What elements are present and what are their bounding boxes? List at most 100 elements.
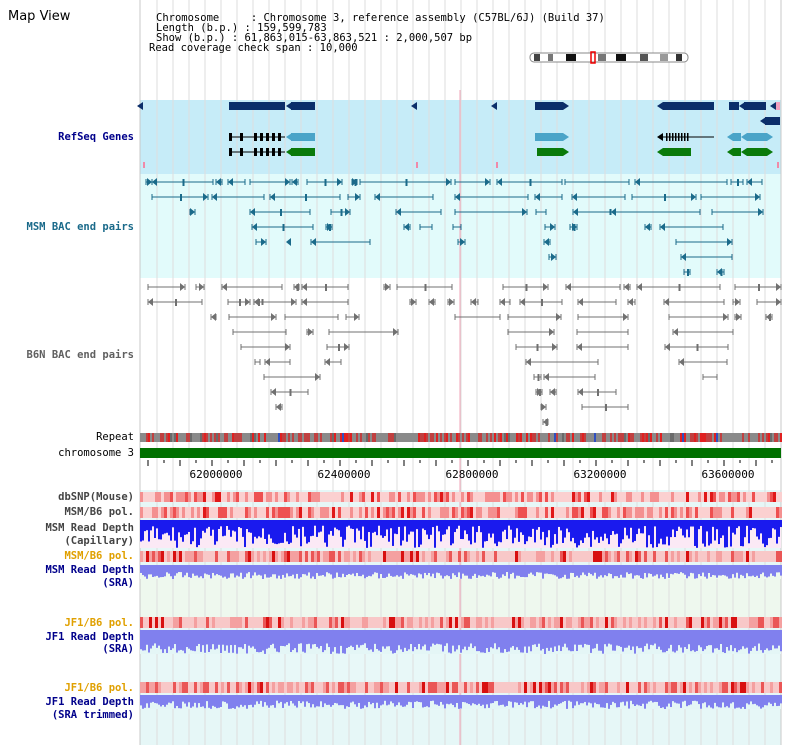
depth-bar xyxy=(532,565,534,575)
heat-cell xyxy=(188,682,191,693)
depth-bar xyxy=(472,630,474,649)
heat-cell xyxy=(620,617,623,628)
track-label-jf1-b6-pol[interactable]: JF1/B6 pol. xyxy=(64,617,134,629)
heat-cell xyxy=(356,617,359,628)
depth-bar xyxy=(326,695,328,705)
heat-cell xyxy=(419,551,422,562)
depth-bar xyxy=(408,630,410,650)
heat-cell xyxy=(734,617,737,628)
heat-cell xyxy=(521,682,524,693)
heat-cell xyxy=(359,682,362,693)
heat-cell xyxy=(293,617,296,628)
track-label-b6n-bac[interactable]: B6N BAC end pairs xyxy=(26,349,134,361)
heat-cell xyxy=(617,492,620,502)
depth-bar xyxy=(352,695,354,702)
heat-cell xyxy=(365,507,368,518)
heat-cell xyxy=(188,507,191,518)
depth-bar xyxy=(384,565,386,578)
heat-cell xyxy=(296,551,299,562)
heat-cell xyxy=(146,492,149,502)
depth-bar xyxy=(738,565,740,579)
depth-bar xyxy=(232,695,234,709)
track-label-dbsnp[interactable]: dbSNP(Mouse) xyxy=(58,491,134,503)
heat-cell xyxy=(755,617,758,628)
heat-cell xyxy=(710,682,713,693)
depth-bar xyxy=(314,565,316,579)
repeat-segment xyxy=(478,433,480,442)
depth-bar xyxy=(424,520,426,531)
depth-bar xyxy=(616,565,618,577)
depth-bar xyxy=(538,520,540,528)
depth-bar xyxy=(380,695,382,706)
repeat-segment xyxy=(170,433,172,442)
bac-end-arrow xyxy=(271,313,276,321)
track-label-msm-b6-pol[interactable]: MSM/B6 pol. xyxy=(64,506,134,518)
depth-bar xyxy=(258,630,260,653)
depth-bar xyxy=(234,630,236,645)
depth-bar xyxy=(614,630,616,651)
heat-cell xyxy=(212,551,215,562)
repeat-segment xyxy=(768,433,770,442)
track-label-jf1-b6-pol-trimmed[interactable]: JF1/B6 pol. xyxy=(64,682,134,694)
depth-bar xyxy=(418,630,420,644)
repeat-segment xyxy=(238,433,240,442)
depth-bar xyxy=(514,695,516,703)
track-label-refseq[interactable]: RefSeq Genes xyxy=(58,131,134,143)
heat-cell xyxy=(398,492,401,502)
heat-cell xyxy=(734,551,737,562)
heat-cell xyxy=(275,492,278,502)
heat-cell xyxy=(704,507,707,518)
repeat-segment xyxy=(224,433,226,442)
heat-cell xyxy=(146,551,149,562)
depth-bar xyxy=(610,695,612,705)
depth-bar xyxy=(192,565,194,574)
heat-cell xyxy=(182,507,185,518)
track-label-msm-depth-capillary[interactable]: MSM Read Depth xyxy=(45,522,134,534)
depth-bar xyxy=(252,520,254,544)
bac-end-mark xyxy=(182,179,185,186)
heat-cell xyxy=(293,551,296,562)
track-label-msm-depth-sra[interactable]: MSM Read Depth xyxy=(45,564,134,576)
heat-cell xyxy=(431,507,434,518)
track-label-msm-b6-pol-sra[interactable]: MSM/B6 pol. xyxy=(64,550,134,562)
heat-cell xyxy=(377,682,380,693)
track-label-msm-bac[interactable]: MSM BAC end pairs xyxy=(26,221,134,233)
heat-cell xyxy=(776,551,779,562)
heat-cell xyxy=(296,492,299,502)
heat-cell xyxy=(572,507,575,518)
depth-bar xyxy=(392,520,394,546)
depth-bar xyxy=(220,520,222,527)
depth-bar xyxy=(712,695,714,709)
depth-bar xyxy=(198,520,200,546)
depth-bar xyxy=(572,630,574,652)
heat-cell xyxy=(140,507,143,518)
repeat-segment xyxy=(244,433,246,442)
bac-end-arrow xyxy=(611,208,616,216)
repeat-segment xyxy=(716,433,718,442)
heat-cell xyxy=(455,492,458,502)
bac-end-arrow xyxy=(302,283,307,291)
repeat-segment xyxy=(368,433,370,442)
depth-bar xyxy=(316,630,318,647)
depth-bar xyxy=(726,520,728,548)
heat-cell xyxy=(620,682,623,693)
depth-bar xyxy=(388,695,390,705)
depth-bar xyxy=(608,695,610,709)
track-label-jf1-depth-trimmed[interactable]: JF1 Read Depth xyxy=(45,696,134,708)
depth-bar xyxy=(516,520,518,529)
heat-cell xyxy=(680,507,683,518)
depth-bar xyxy=(388,565,390,574)
track-label-jf1-depth[interactable]: JF1 Read Depth xyxy=(45,631,134,643)
heat-cell xyxy=(644,551,647,562)
depth-bar xyxy=(444,520,446,535)
depth-bar xyxy=(768,630,770,651)
depth-bar xyxy=(626,520,628,536)
heat-cell xyxy=(422,507,425,518)
depth-bar xyxy=(768,565,770,577)
depth-bar xyxy=(194,520,196,528)
depth-bar xyxy=(774,695,776,703)
axis-tick-label: 62000000 xyxy=(190,468,243,481)
depth-bar xyxy=(200,565,202,577)
heat-cell xyxy=(248,617,251,628)
